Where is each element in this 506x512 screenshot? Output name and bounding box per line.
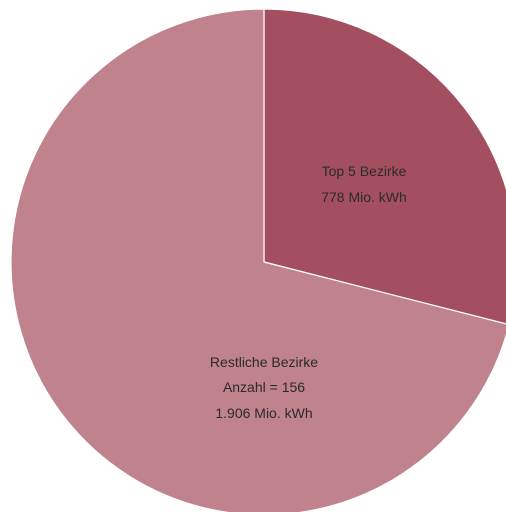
pie-slice-restliche-bezirke [10,8,506,512]
slice-label-top5-line1: Top 5 Bezirke [322,163,407,179]
pie-slice-top-5-bezirke [263,8,506,325]
pie-slices [10,8,506,512]
slice-label-top5-line2: 778 Mio. kWh [321,189,407,205]
slice-label-rest-line3: 1.906 Mio. kWh [215,405,312,421]
pie-labels: Top 5 Bezirke 778 Mio. kWh Restliche Bez… [210,163,407,421]
slice-label-rest-line1: Restliche Bezirke [210,354,318,370]
slice-label-rest-line2: Anzahl = 156 [223,379,305,395]
